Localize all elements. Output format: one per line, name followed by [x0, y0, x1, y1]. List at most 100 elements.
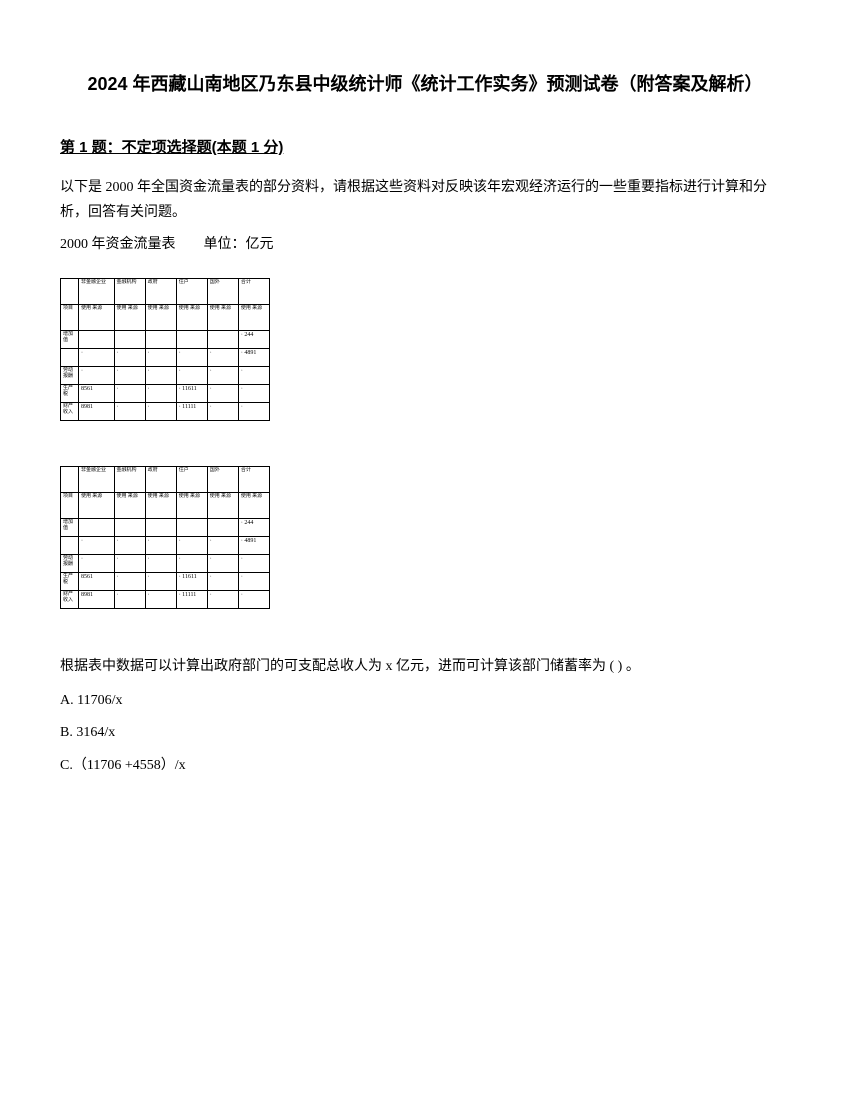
option-c: C.（11706 +4558）/x — [60, 753, 790, 780]
table-cell: · — [79, 555, 115, 573]
table-cell: · — [79, 349, 115, 367]
table-cell: 8561 — [79, 385, 115, 403]
table-cell: 合计 — [238, 279, 269, 305]
table-cell: 非金融企业 — [79, 279, 115, 305]
table-row: 财产收入 8981 · · · 11111 · · — [61, 591, 270, 609]
table-cell: · — [114, 537, 145, 555]
table-cell: 金融机构 — [114, 467, 145, 493]
table-cell — [61, 279, 79, 305]
data-table-2: 非金融企业 金融机构 政府 住户 国外 合计 项目 使用 来源 使用 来源 使用… — [60, 466, 270, 609]
table-cell: · — [114, 385, 145, 403]
table-cell: 住户 — [176, 467, 207, 493]
table-cell — [207, 519, 238, 537]
table-cell: · 244 — [238, 519, 269, 537]
table-cell: · — [114, 349, 145, 367]
table-row: 增加值 · 244 — [61, 331, 270, 349]
table-cell: 使用 来源 — [145, 305, 176, 331]
table-cell: · — [145, 367, 176, 385]
table-cell: · 4891 — [238, 537, 269, 555]
question-header: 第 1 题：不定项选择题(本题 1 分) — [60, 136, 790, 157]
table-cell: · — [145, 555, 176, 573]
table-row: · · · · · · 4891 — [61, 537, 270, 555]
table-cell: · — [207, 367, 238, 385]
table-row: 非金融企业 金融机构 政府 住户 国外 合计 — [61, 467, 270, 493]
table-cell — [114, 519, 145, 537]
table-cell: 使用 来源 — [114, 493, 145, 519]
table-cell: 生产税 — [61, 573, 79, 591]
table-cell: · — [176, 537, 207, 555]
table-cell: 使用 来源 — [207, 493, 238, 519]
table-cell: · — [145, 537, 176, 555]
table-row: 财产收入 8981 · · · 11111 · · — [61, 403, 270, 421]
table-cell: 劳动报酬 — [61, 555, 79, 573]
table-cell — [61, 349, 79, 367]
table-cell — [145, 519, 176, 537]
table-cell: 使用 来源 — [207, 305, 238, 331]
table-cell: 使用 来源 — [238, 305, 269, 331]
table-cell: · — [238, 367, 269, 385]
document-title: 2024 年西藏山南地区乃东县中级统计师《统计工作实务》预测试卷（附答案及解析） — [60, 70, 790, 96]
table-cell: 合计 — [238, 467, 269, 493]
table-cell — [176, 331, 207, 349]
table-row: 项目 使用 来源 使用 来源 使用 来源 使用 来源 使用 来源 使用 来源 — [61, 493, 270, 519]
table-row: 项目 使用 来源 使用 来源 使用 来源 使用 来源 使用 来源 使用 来源 — [61, 305, 270, 331]
table-cell: · — [238, 591, 269, 609]
data-table-1: 非金融企业 金融机构 政府 住户 国外 合计 项目 使用 来源 使用 来源 使用… — [60, 278, 270, 421]
table-cell: 增加值 — [61, 519, 79, 537]
table-cell: · 11611 — [176, 385, 207, 403]
table-cell: · — [145, 591, 176, 609]
table-cell: · — [114, 367, 145, 385]
table-row: 增加值 · 244 — [61, 519, 270, 537]
table-cell: · — [207, 573, 238, 591]
table-cell: · — [145, 403, 176, 421]
table-cell: · — [79, 367, 115, 385]
table-cell: · — [79, 537, 115, 555]
table-cell: · — [145, 349, 176, 367]
table-cell: · — [238, 573, 269, 591]
table-cell: 生产税 — [61, 385, 79, 403]
table-cell: 使用 来源 — [176, 493, 207, 519]
table-cell: 使用 来源 — [176, 305, 207, 331]
table-row: · · · · · · 4891 — [61, 349, 270, 367]
table-cell: 政府 — [145, 279, 176, 305]
table-cell: · — [114, 591, 145, 609]
table-cell — [79, 331, 115, 349]
question-follow: 根据表中数据可以计算出政府部门的可支配总收人为 x 亿元，进而可计算该部门储蓄率… — [60, 654, 790, 679]
table-row: 劳动报酬 · · · · · · — [61, 555, 270, 573]
table-cell: 8981 — [79, 403, 115, 421]
table-cell: 8561 — [79, 573, 115, 591]
table-cell: · — [207, 349, 238, 367]
table-cell — [61, 467, 79, 493]
table-cell: · — [207, 555, 238, 573]
table-cell: 使用 来源 — [79, 305, 115, 331]
table-cell: 项目 — [61, 493, 79, 519]
table-cell: · — [238, 555, 269, 573]
table-cell: 财产收入 — [61, 591, 79, 609]
table-cell: · — [207, 537, 238, 555]
table-caption: 2000 年资金流量表 单位：亿元 — [60, 233, 790, 253]
table-1-wrapper: 非金融企业 金融机构 政府 住户 国外 合计 项目 使用 来源 使用 来源 使用… — [60, 278, 790, 421]
table-cell: · — [176, 555, 207, 573]
table-row: 劳动报酬 · · · · · · — [61, 367, 270, 385]
table-cell: · 4891 — [238, 349, 269, 367]
table-2-wrapper: 非金融企业 金融机构 政府 住户 国外 合计 项目 使用 来源 使用 来源 使用… — [60, 466, 790, 609]
question-body-1: 以下是 2000 年全国资金流量表的部分资料，请根据这些资料对反映该年宏观经济运… — [60, 175, 790, 225]
table-cell: · — [207, 591, 238, 609]
table-cell: · — [207, 403, 238, 421]
table-cell: · 11111 — [176, 591, 207, 609]
table-cell — [61, 537, 79, 555]
table-cell: · 244 — [238, 331, 269, 349]
table-cell: · — [114, 573, 145, 591]
table-cell: 国外 — [207, 467, 238, 493]
table-cell: · — [114, 555, 145, 573]
table-cell: 劳动报酬 — [61, 367, 79, 385]
table-row: 生产税 8561 · · · 11611 · · — [61, 573, 270, 591]
table-cell — [145, 331, 176, 349]
table-cell: 金融机构 — [114, 279, 145, 305]
table-cell — [114, 331, 145, 349]
table-row: 生产税 8561 · · · 11611 · · — [61, 385, 270, 403]
table-cell: 使用 来源 — [145, 493, 176, 519]
table-cell: · 11611 — [176, 573, 207, 591]
table-cell: 政府 — [145, 467, 176, 493]
table-cell: · — [176, 349, 207, 367]
